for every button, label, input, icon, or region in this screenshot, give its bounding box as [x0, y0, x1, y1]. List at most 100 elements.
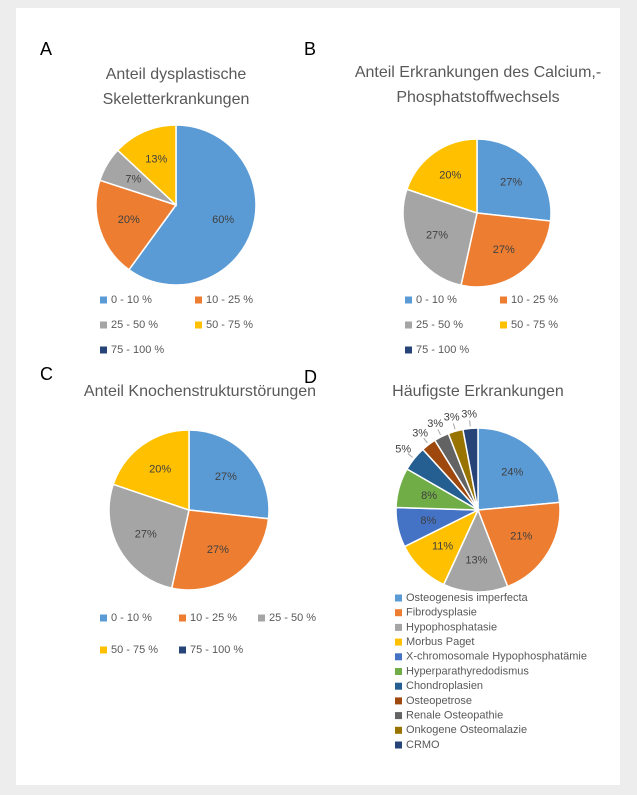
data-label: 27% [215, 471, 237, 483]
legend-label: X-chromosomale Hypophosphatämie [406, 651, 587, 663]
chart-title: Anteil Erkrankungen des Calcium,- [355, 64, 601, 81]
pie-slice [170, 509, 270, 591]
data-label: 13% [465, 555, 487, 567]
data-label: 8% [421, 490, 437, 502]
panel-bg [16, 8, 620, 785]
panel-letter: D [304, 367, 317, 387]
pie-slice [477, 427, 561, 511]
legend-swatch [500, 296, 507, 304]
pie-slice [460, 212, 552, 288]
legend-label: 50 - 75 % [511, 319, 558, 331]
data-label: 3% [444, 412, 460, 424]
legend-swatch [395, 697, 402, 705]
chart-title: Phosphatstoffwechsels [396, 89, 559, 106]
chart-title: Skeletterkrankungen [103, 91, 250, 108]
leader-line [407, 453, 413, 458]
legend-label: Onkogene Osteomalazie [406, 724, 527, 736]
legend-swatch [195, 321, 202, 329]
data-label: 27% [135, 528, 157, 540]
leader-line [423, 437, 428, 444]
data-label: 20% [118, 214, 140, 226]
pie-slice [112, 429, 190, 512]
data-label: 3% [461, 408, 477, 420]
pie-slice [95, 179, 178, 271]
pie-slice [108, 483, 190, 590]
legend-label: 50 - 75 % [206, 319, 253, 331]
legend-label: 75 - 100 % [416, 344, 469, 356]
legend-swatch [100, 321, 107, 329]
data-label: 20% [149, 464, 171, 476]
legend-label: 75 - 100 % [190, 644, 243, 656]
legend-swatch [395, 638, 402, 646]
pie-slice [405, 138, 478, 215]
data-label: 24% [501, 466, 523, 478]
data-label: 8% [420, 515, 436, 527]
legend-swatch [195, 296, 202, 304]
legend-swatch [405, 296, 412, 304]
pie-slice [402, 188, 478, 287]
legend-swatch [395, 726, 402, 734]
leader-line [437, 429, 442, 436]
pie-slice [442, 508, 509, 593]
legend-label: 25 - 50 % [111, 319, 158, 331]
data-label: 3% [427, 418, 443, 430]
legend-swatch [395, 609, 402, 617]
panel-letter: A [40, 39, 52, 59]
legend-label: 10 - 25 % [206, 294, 253, 306]
legend-label: 0 - 10 % [111, 294, 152, 306]
legend-label: Morbus Paget [406, 636, 474, 648]
legend-swatch [179, 614, 186, 622]
legend-label: 0 - 10 % [416, 294, 457, 306]
legend-label: 0 - 10 % [111, 612, 152, 624]
pie-slice [188, 429, 270, 520]
panel-letter: B [304, 39, 316, 59]
panel-letter: C [40, 364, 53, 384]
pie-slice [127, 124, 257, 286]
leader-line [452, 423, 456, 430]
data-label: 7% [125, 174, 141, 186]
legend-label: Fibrodysplasie [406, 607, 477, 619]
data-label: 13% [145, 153, 167, 165]
pie-slice [476, 138, 552, 222]
legend-label: 25 - 50 % [416, 319, 463, 331]
data-label: 60% [212, 214, 234, 226]
legend-swatch [100, 346, 107, 354]
legend-swatch [395, 623, 402, 631]
chart-title: Häufigste Erkrankungen [392, 383, 564, 400]
data-label: 27% [500, 176, 522, 188]
pie-slice [462, 427, 479, 511]
data-label: 11% [432, 540, 453, 552]
legend-swatch [395, 653, 402, 661]
legend-label: Renale Osteopathie [406, 710, 503, 722]
data-label: 27% [426, 229, 448, 241]
legend-label: CRMO [406, 739, 440, 751]
chart-title: Anteil Knochenstrukturstörungen [84, 383, 316, 400]
legend-swatch [395, 712, 402, 720]
data-label: 27% [493, 244, 515, 256]
legend-swatch [405, 346, 412, 354]
legend-swatch [405, 321, 412, 329]
legend-label: Hyperparathyredodismus [406, 665, 529, 677]
legend-label: Hypophosphatasie [406, 621, 497, 633]
data-label: 3% [412, 427, 428, 439]
legend-label: Osteopetrose [406, 695, 472, 707]
data-label: 21% [510, 531, 532, 543]
legend-label: 25 - 50 % [269, 612, 316, 624]
legend-label: Chondroplasien [406, 680, 483, 692]
pie-slice [476, 501, 561, 588]
leader-line [469, 420, 471, 427]
legend-swatch [395, 594, 402, 602]
legend-label: 10 - 25 % [511, 294, 558, 306]
legend-swatch [395, 741, 402, 749]
legend-swatch [500, 321, 507, 329]
chart-title: Anteil dysplastische [106, 66, 247, 83]
legend-swatch [100, 296, 107, 304]
legend-swatch [100, 646, 107, 654]
legend-swatch [395, 682, 402, 690]
data-label: 5% [395, 444, 411, 456]
legend-swatch [179, 646, 186, 654]
data-label: 20% [439, 170, 461, 182]
pie-slice [116, 124, 177, 207]
legend-swatch [258, 614, 265, 622]
